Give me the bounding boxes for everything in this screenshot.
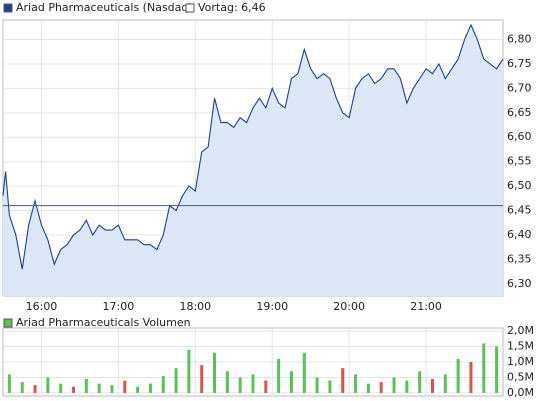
legend-swatch [185,3,195,13]
volume-bar [123,380,127,393]
y-tick-label: 1,5M [507,340,534,353]
y-tick-label: 6,40 [507,228,532,241]
volume-bar [161,375,165,393]
volume-bar [213,352,217,393]
volume-bar [418,371,422,393]
x-tick-label: 18:00 [179,300,211,313]
x-tick-label: 17:00 [103,300,135,313]
volume-bar [392,377,396,393]
volume-bar [443,374,447,393]
area [3,24,503,297]
y-tick-label: 6,80 [507,33,532,46]
y-tick-label: 6,60 [507,130,532,143]
y-tick-label: 6,35 [507,252,532,265]
volume-bar [405,380,409,393]
y-tick-label: 6,75 [507,57,532,70]
volume-bar [366,383,370,393]
volume-bar [7,374,11,393]
volume-bar [46,377,50,393]
volume-bar [456,358,460,393]
volume-bar [469,362,473,393]
legend-label: Vortag: 6,46 [198,1,266,14]
volume-bar [136,386,140,393]
volume-bar [251,374,255,393]
y-tick-label: 6,55 [507,155,532,168]
x-tick-label: 19:00 [256,300,288,313]
volume-bar [110,385,114,393]
volume-bar [328,380,332,393]
volume-bar [20,382,24,393]
y-tick-label: 6,45 [507,204,532,217]
volume-bar [59,383,63,393]
volume-bar [238,377,242,393]
volume-bar [379,382,383,393]
volume-bar [482,343,486,393]
legend-label: Ariad Pharmaceuticals Volumen [16,316,191,329]
y-tick-label: 0,0M [507,386,534,399]
y-tick-label: 2,0M [507,324,534,337]
volume-bar [264,380,268,393]
y-tick-label: 6,70 [507,81,532,94]
volume-bar [277,358,281,393]
volume-bar [302,352,306,393]
volume-bar [174,368,178,393]
volume-bar [187,349,191,393]
volume-bar [200,365,204,393]
price-line [2,23,504,270]
volume-bar [341,368,345,393]
volume-bar [148,383,152,393]
volume-bar [97,383,101,393]
legend-swatch [3,3,13,13]
legend-swatch [3,318,13,328]
y-tick-label: 6,30 [507,277,532,290]
volume-bar [495,346,499,393]
volume-bar [84,379,88,393]
volume-bar [289,371,293,393]
volume-bar [225,371,229,393]
legend-label: Ariad Pharmaceuticals (Nasdaq) [16,1,193,14]
x-tick-label: 21:00 [410,300,442,313]
y-tick-label: 6,50 [507,179,532,192]
volume-bar [430,379,434,393]
y-tick-label: 6,65 [507,106,532,119]
volume-bar [315,377,319,393]
x-tick-label: 20:00 [333,300,365,313]
y-tick-label: 0,5M [507,370,534,383]
volume-bar [72,386,76,393]
volume-bar [33,385,37,393]
volume-bar [354,374,358,393]
x-tick-label: 16:00 [26,300,58,313]
y-tick-label: 1,0M [507,355,534,368]
